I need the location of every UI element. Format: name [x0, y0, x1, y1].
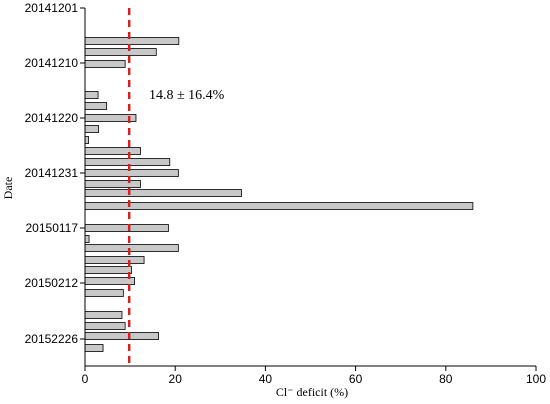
bar: [84, 224, 169, 232]
bar: [84, 311, 123, 319]
bar: [84, 344, 104, 352]
y-axis-title: Date: [1, 177, 15, 200]
bar: [84, 266, 132, 274]
y-tick-label: 20141220: [25, 111, 79, 125]
y-tick-label: 20141201: [25, 1, 79, 15]
x-tick-label: 100: [526, 372, 546, 386]
bar: [84, 189, 242, 197]
mean-annotation: 14.8 ± 16.4%: [149, 88, 225, 103]
bar: [84, 289, 124, 297]
x-tick-label: 40: [259, 372, 273, 386]
x-tick-label: 60: [349, 372, 363, 386]
bar: [84, 169, 179, 177]
bar: [84, 332, 159, 340]
bar: [84, 147, 141, 155]
y-tick-label: 20150117: [26, 221, 79, 235]
bar: [84, 235, 90, 243]
bar: [84, 244, 179, 252]
y-tick-label: 20152226: [25, 332, 79, 346]
y-tick-label: 20150212: [25, 276, 79, 290]
bar: [84, 48, 157, 56]
bar-group: [84, 37, 474, 352]
bar: [84, 277, 136, 285]
bar: [84, 322, 126, 330]
bar: [84, 202, 474, 210]
x-tick-label: 20: [169, 372, 183, 386]
bar: [84, 256, 145, 264]
bar: [84, 60, 126, 68]
bar: [84, 91, 99, 99]
y-tick-label: 20141210: [25, 56, 79, 70]
y-axis-ticks: 20141201 20141210 20141220 20141231 20150117…: [25, 1, 85, 346]
bar: [84, 37, 180, 45]
x-tick-label: 80: [439, 372, 453, 386]
y-tick-label: 20141231: [25, 166, 79, 180]
bar: [84, 180, 141, 188]
bar: [84, 102, 108, 110]
x-tick-label: 0: [82, 372, 89, 386]
bar: [84, 158, 171, 166]
x-axis-ticks: 0 20 40 60 80 100: [82, 366, 546, 386]
bar: [84, 125, 99, 133]
bar: [84, 136, 90, 144]
x-axis-title: Cl⁻ deficit (%): [276, 385, 348, 399]
